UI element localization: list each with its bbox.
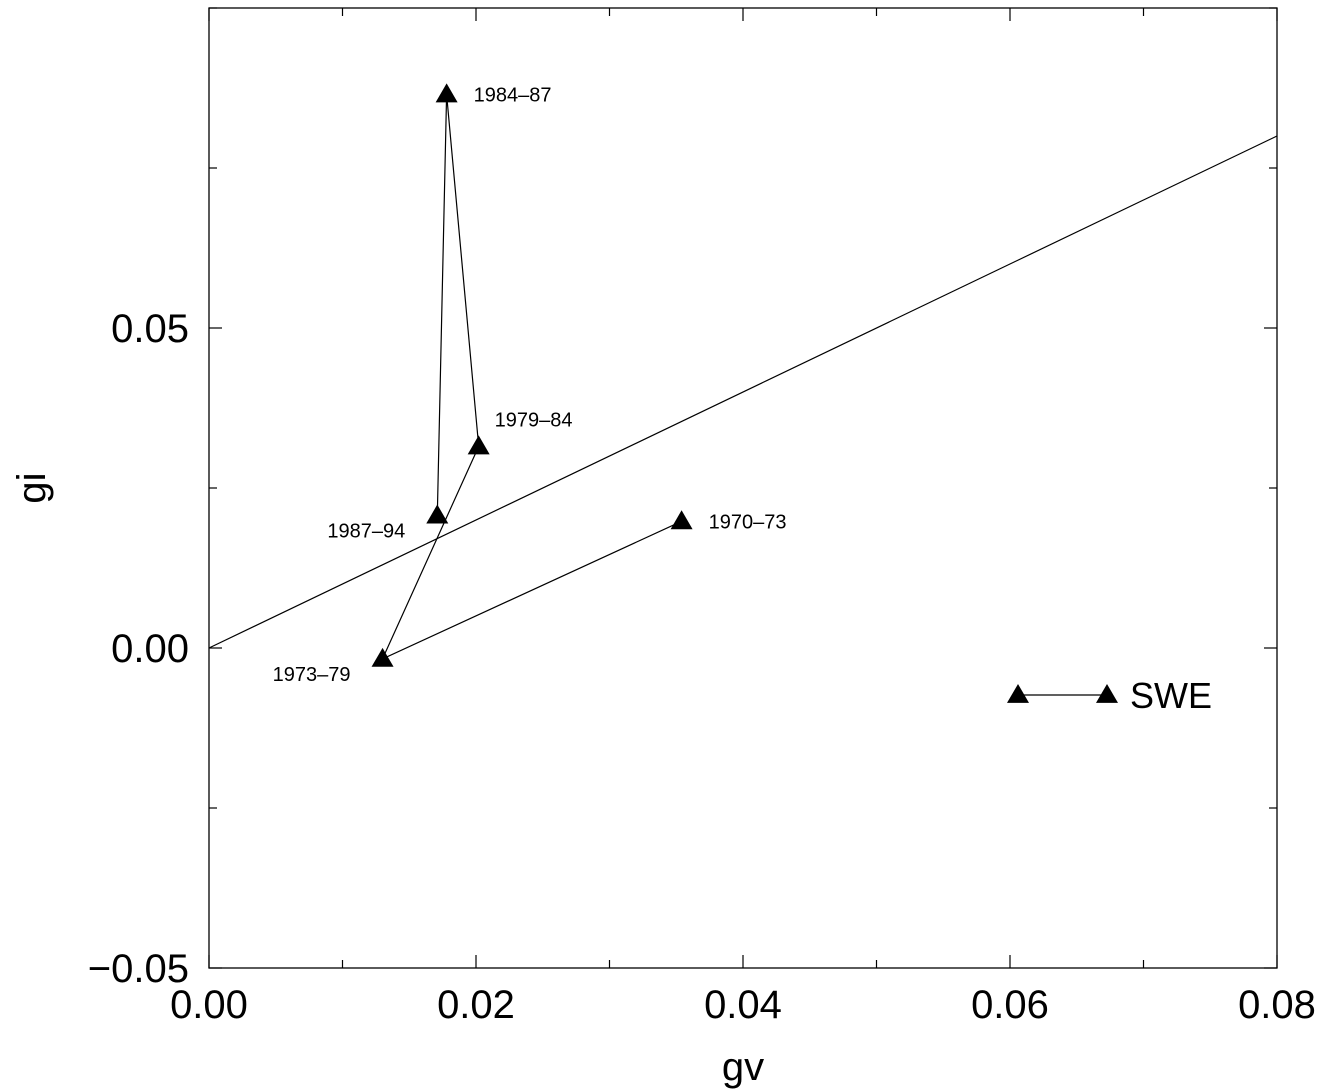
axis-tick-labels: 0.00 0.02 0.04 0.06 0.08−0.050.000.05 bbox=[88, 307, 1316, 1027]
point-label: 1973–79 bbox=[273, 664, 351, 686]
data-point bbox=[435, 83, 458, 103]
point-label: 1984–87 bbox=[474, 84, 552, 106]
x-tick-label: 0.04 bbox=[704, 983, 782, 1027]
point-label: 1970–73 bbox=[709, 511, 787, 533]
plot-frame bbox=[208, 7, 1278, 969]
data-series: 1970–73 1973–79 1979–84 1984–87 1987–94 bbox=[208, 83, 1278, 686]
axis-ticks bbox=[208, 7, 1278, 969]
y-tick-label: 0.00 bbox=[111, 627, 189, 671]
y-axis-title: gi bbox=[10, 472, 54, 503]
data-point bbox=[426, 504, 449, 524]
legend-label: SWE bbox=[1130, 675, 1212, 716]
legend-marker bbox=[1007, 684, 1029, 703]
data-point bbox=[670, 510, 693, 530]
point-label: 1979–84 bbox=[495, 409, 573, 431]
data-point bbox=[467, 435, 490, 455]
x-tick-label: 0.00 bbox=[170, 983, 248, 1027]
y-tick-label: −0.05 bbox=[88, 947, 189, 991]
data-point bbox=[371, 647, 394, 667]
reference-line bbox=[208, 135, 1278, 649]
x-tick-label: 0.06 bbox=[971, 983, 1049, 1027]
series-line bbox=[381, 94, 682, 661]
point-label: 1987–94 bbox=[327, 521, 405, 543]
legend: SWE bbox=[1007, 675, 1212, 716]
x-tick-label: 0.08 bbox=[1238, 983, 1316, 1027]
legend-marker bbox=[1096, 684, 1118, 703]
plot-area bbox=[208, 7, 1278, 969]
x-axis-title: gv bbox=[722, 1045, 764, 1089]
x-tick-label: 0.02 bbox=[437, 983, 515, 1027]
y-tick-label: 0.05 bbox=[111, 307, 189, 351]
